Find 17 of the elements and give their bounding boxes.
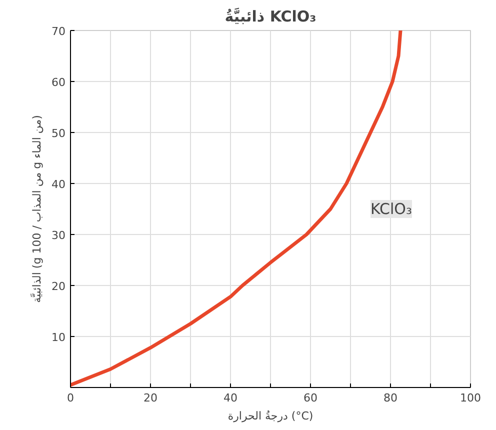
x-tick-label: 0 xyxy=(67,392,74,404)
x-tick-label: 20 xyxy=(144,392,158,404)
x-tick-label: 100 xyxy=(460,392,481,404)
y-tick-label: 50 xyxy=(52,127,66,140)
y-tick-label: 20 xyxy=(52,280,66,293)
y-tick-label: 40 xyxy=(52,178,66,191)
y-tick-label: 10 xyxy=(52,331,66,344)
chart-title: ذائبيَّةُ KClO₃ xyxy=(224,6,316,26)
y-tick-label: 30 xyxy=(52,229,66,242)
x-tick-label: 80 xyxy=(384,392,398,404)
y-tick-label: 60 xyxy=(52,76,66,89)
x-tick-label: 40 xyxy=(224,392,238,404)
y-tick-label: 70 xyxy=(52,25,66,38)
series-label: KClO₃ xyxy=(370,200,412,218)
y-axis-title: الذائبيَّة (g من المذاب / 100 g من الماء) xyxy=(30,115,44,303)
x-axis-title: درجةُ الحرارة (°C) xyxy=(228,410,314,422)
x-tick-label: 60 xyxy=(304,392,318,404)
